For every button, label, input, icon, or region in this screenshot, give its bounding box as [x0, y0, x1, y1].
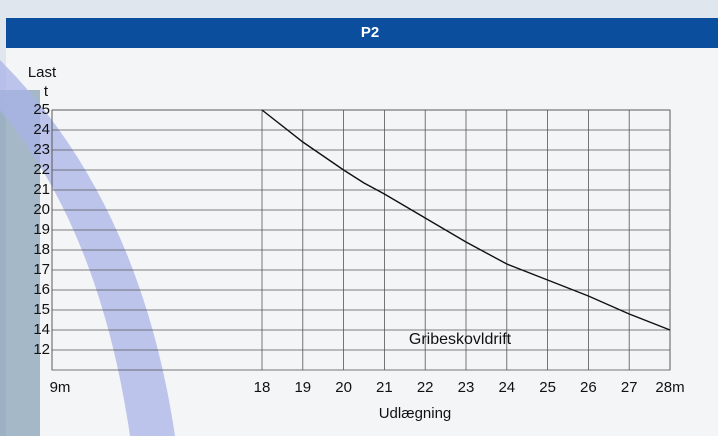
y-tick-label: 14 — [33, 321, 50, 338]
x-tick-label: 23 — [458, 379, 475, 396]
x-axis-label: Udlægning — [379, 405, 452, 422]
y-tick-label: 18 — [33, 241, 50, 258]
x-tick-label: 26 — [580, 379, 597, 396]
x-tick-label: 27 — [621, 379, 638, 396]
x-tick-label: 21 — [376, 379, 393, 396]
y-tick-label: 23 — [33, 141, 50, 158]
line-annotation: Gribeskovldrift — [409, 331, 512, 348]
x-tick-label: 18 — [254, 379, 271, 396]
y-tick-label: 15 — [33, 301, 50, 318]
x-tick-label: 9m — [50, 379, 71, 396]
header-title: P2 — [361, 24, 379, 41]
y-tick-label: 12 — [33, 341, 50, 358]
y-tick-label: 17 — [33, 261, 50, 278]
y-axis-label: Last — [28, 64, 57, 81]
y-tick-label: 24 — [33, 121, 50, 138]
x-tick-label: 19 — [294, 379, 311, 396]
y-tick-label: 21 — [33, 181, 50, 198]
page: P2 Last t Udlægning 12141516171819202122… — [0, 0, 718, 436]
x-tick-label: 24 — [498, 379, 515, 396]
screen: P2 Last t Udlægning 12141516171819202122… — [0, 0, 718, 436]
x-tick-label: 28m — [655, 379, 684, 396]
x-tick-label: 25 — [539, 379, 556, 396]
y-tick-label: 22 — [33, 161, 50, 178]
x-tick-label: 22 — [417, 379, 434, 396]
y-tick-label: 20 — [33, 201, 50, 218]
y-tick-label: 25 — [33, 101, 50, 118]
y-tick-label: 16 — [33, 281, 50, 298]
x-tick-label: 20 — [335, 379, 352, 396]
y-tick-label: 19 — [33, 221, 50, 238]
